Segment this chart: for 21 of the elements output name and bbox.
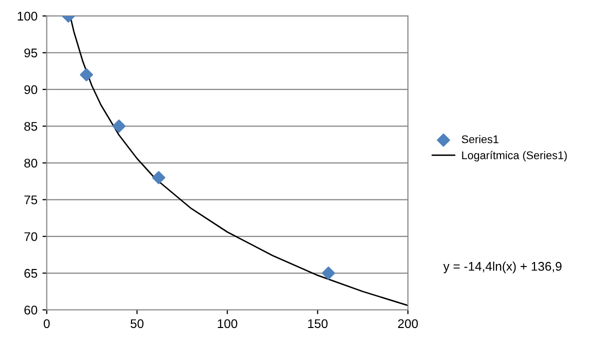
- x-tick-label: 100: [218, 319, 238, 328]
- y-tick-label: 75: [24, 196, 38, 204]
- y-tick-label: 90: [24, 85, 38, 94]
- legend-label: Logarítmica (Series1): [462, 150, 567, 162]
- point: [322, 266, 336, 280]
- x-tick-label: 50: [130, 319, 144, 328]
- y-tick-label: 100: [18, 12, 38, 21]
- y-tick-label: 70: [24, 232, 38, 242]
- y-tick-label: 80: [24, 158, 38, 168]
- y-tick-label: 95: [24, 48, 38, 58]
- legend-label: Series1: [462, 135, 498, 144]
- y-tick-label: 60: [24, 306, 38, 315]
- point: [80, 68, 94, 82]
- y-tick-label: 85: [24, 122, 38, 131]
- text: y = -14,4ln(x) + 136,9: [443, 262, 562, 274]
- x-tick-label: 200: [398, 319, 418, 328]
- x-tick-label: 150: [308, 319, 328, 328]
- y-tick-label: 65: [24, 268, 38, 278]
- point: [112, 120, 126, 133]
- point: [152, 171, 166, 184]
- x-tick-label: 0: [44, 319, 50, 328]
